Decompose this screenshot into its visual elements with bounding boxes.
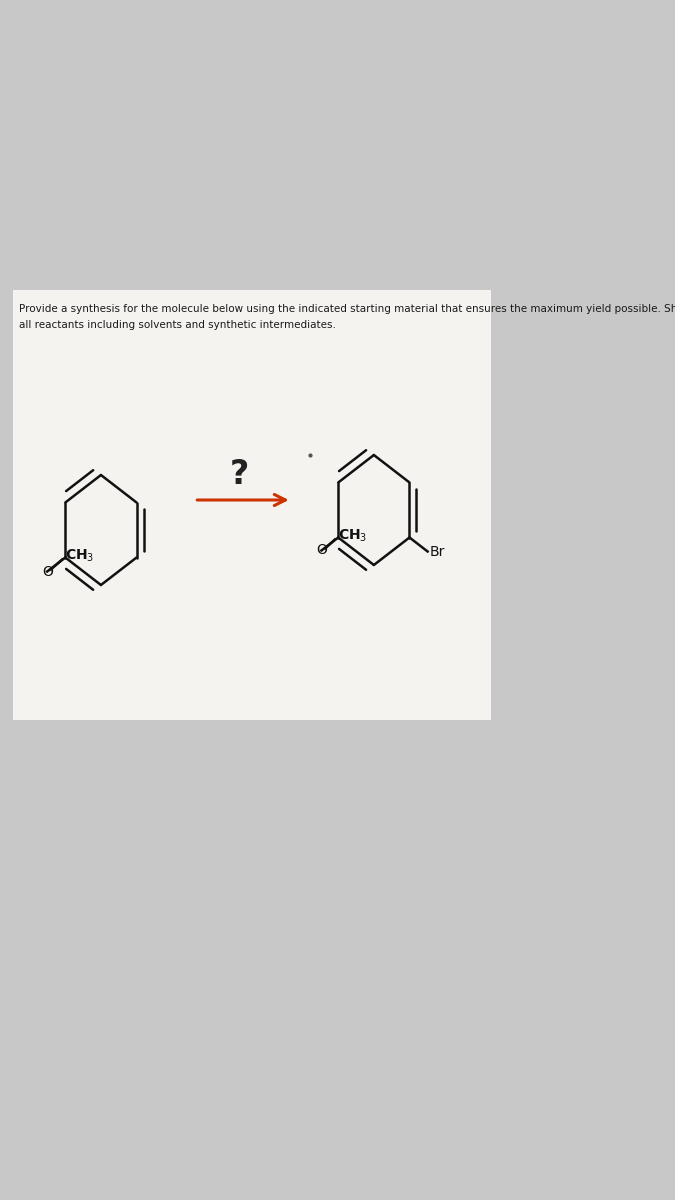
FancyBboxPatch shape bbox=[14, 290, 491, 720]
Text: O: O bbox=[316, 544, 327, 558]
Text: CH$_3$: CH$_3$ bbox=[338, 527, 367, 544]
Text: Br: Br bbox=[430, 545, 446, 558]
Text: Provide a synthesis for the molecule below using the indicated starting material: Provide a synthesis for the molecule bel… bbox=[20, 304, 675, 314]
Text: ?: ? bbox=[230, 458, 249, 492]
Text: all reactants including solvents and synthetic intermediates.: all reactants including solvents and syn… bbox=[20, 320, 336, 330]
Text: CH$_3$: CH$_3$ bbox=[65, 547, 95, 564]
Text: O: O bbox=[42, 564, 53, 578]
